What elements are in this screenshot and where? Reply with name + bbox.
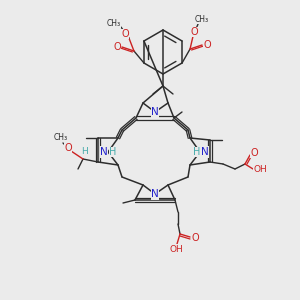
Text: N: N (100, 147, 108, 157)
Text: N: N (151, 189, 159, 199)
Text: O: O (64, 143, 72, 153)
Text: O: O (250, 148, 258, 158)
Text: O: O (121, 29, 129, 39)
Text: H: H (109, 147, 117, 157)
Text: N: N (151, 107, 159, 117)
Text: CH₃: CH₃ (195, 14, 209, 23)
Text: OH: OH (253, 166, 267, 175)
Text: CH₃: CH₃ (107, 19, 121, 28)
Text: O: O (203, 40, 211, 50)
Text: OH: OH (169, 244, 183, 253)
Text: O: O (190, 27, 198, 37)
Text: O: O (191, 233, 199, 243)
Text: H: H (193, 147, 201, 157)
Text: O: O (113, 42, 121, 52)
Text: N: N (201, 147, 209, 157)
Text: H: H (82, 146, 88, 155)
Text: CH₃: CH₃ (54, 133, 68, 142)
